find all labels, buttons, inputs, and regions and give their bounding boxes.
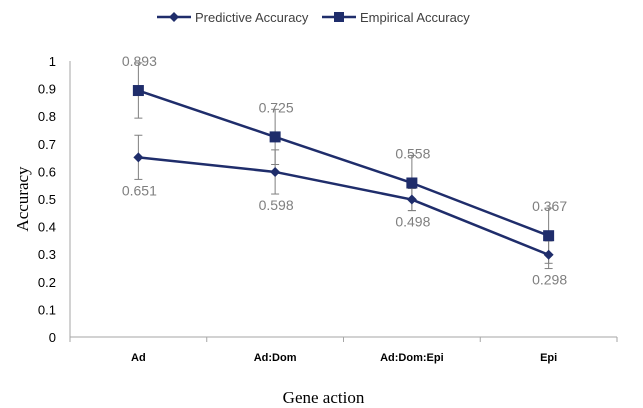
x-axis-categories: Ad Ad:Dom Ad:Dom:Epi Epi	[131, 352, 557, 364]
y-tick-label: 0.6	[38, 164, 56, 179]
x-category-label: Epi	[540, 352, 557, 364]
legend-square-icon	[334, 12, 344, 22]
y-axis-title: Accuracy	[13, 166, 32, 232]
x-category-label: Ad	[131, 352, 146, 364]
series-line-diamond	[138, 156, 550, 256]
data-point-diamond	[543, 249, 554, 260]
legend-diamond-icon	[169, 12, 179, 22]
data-labels: 0.651 0.598 0.498 0.298 0.893 0.725 0.558 0.367	[122, 53, 567, 288]
y-tick-label: 0.9	[38, 82, 56, 97]
y-tick-label: 0.7	[38, 137, 56, 152]
data-label: 0.651	[122, 182, 157, 198]
data-point-square	[406, 177, 418, 189]
y-tick-label: 0.1	[38, 302, 56, 317]
legend: Predictive Accuracy Empirical Accuracy	[157, 10, 470, 25]
series-markers	[132, 85, 555, 260]
data-point-diamond	[133, 152, 144, 163]
error-bars	[134, 62, 553, 270]
y-tick-label: 0	[49, 330, 56, 345]
y-axis-ticks: 0 0.1 0.2 0.3 0.4 0.5 0.6 0.7 0.8 0.9 1	[38, 54, 56, 345]
data-label: 0.725	[259, 99, 294, 115]
data-label: 0.598	[259, 197, 294, 213]
data-point-square	[269, 131, 281, 143]
y-tick-label: 1	[49, 54, 56, 69]
data-label: 0.367	[532, 198, 567, 214]
data-point-diamond	[406, 194, 417, 205]
y-tick-label: 0.3	[38, 247, 56, 262]
data-label: 0.893	[122, 53, 157, 69]
data-point-diamond	[270, 166, 281, 177]
legend-label: Predictive Accuracy	[195, 10, 309, 25]
x-category-label: Ad:Dom	[254, 352, 297, 364]
data-point-square	[543, 230, 555, 242]
data-label: 0.498	[395, 214, 430, 230]
y-tick-label: 0.5	[38, 192, 56, 207]
x-axis-title: Gene action	[283, 388, 365, 407]
data-label: 0.558	[395, 145, 430, 161]
y-tick-label: 0.8	[38, 109, 56, 124]
x-category-label: Ad:Dom:Epi	[380, 352, 444, 364]
y-tick-label: 0.2	[38, 275, 56, 290]
series-line-square	[137, 89, 550, 237]
axes	[69, 61, 618, 342]
y-tick-label: 0.4	[38, 220, 56, 235]
series-lines	[137, 89, 550, 256]
data-label: 0.298	[532, 272, 567, 288]
data-point-square	[132, 85, 144, 97]
legend-label: Empirical Accuracy	[360, 10, 470, 25]
